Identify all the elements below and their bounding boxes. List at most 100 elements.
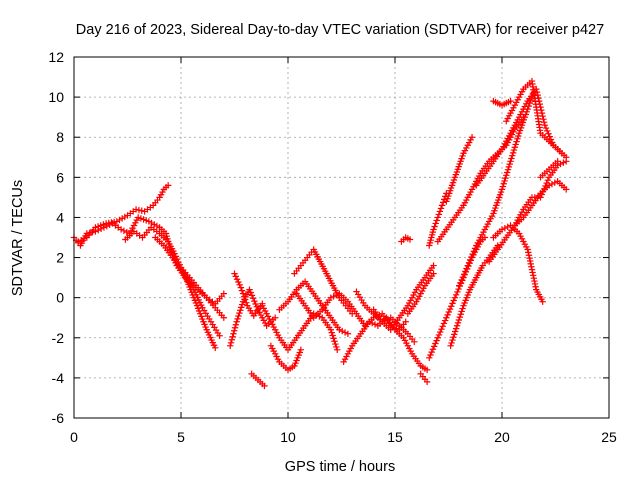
data-point-interp [441, 317, 449, 324]
x-tick-label: 15 [387, 429, 403, 445]
series-1 [75, 182, 172, 245]
data-point-interp [234, 315, 241, 323]
series-12 [293, 290, 409, 333]
data-point-interp [456, 313, 464, 321]
data-point-interp [228, 336, 236, 343]
series-9 [267, 342, 305, 374]
data-point-interp [235, 278, 242, 286]
data-point-interp [440, 320, 448, 327]
data-point-interp [444, 311, 451, 319]
data-point-interp [235, 312, 242, 320]
data-point-interp [251, 297, 258, 305]
data-point-interp [548, 139, 556, 146]
data-point-interp [452, 291, 460, 299]
data-point-interp [462, 268, 469, 275]
data-point-interp [445, 308, 453, 316]
data-point [344, 330, 352, 337]
data-point-interp [331, 338, 338, 345]
series-7 [248, 370, 268, 390]
data-point-interp [463, 265, 470, 272]
data-point-interp [433, 217, 440, 224]
data-point [447, 342, 454, 349]
data-point-interp [371, 321, 379, 328]
data-point-interp [529, 269, 536, 276]
y-tick-label: -6 [52, 410, 65, 426]
data-point-interp [450, 334, 457, 341]
data-point [423, 378, 431, 386]
data-point-interp [457, 311, 464, 318]
data-point-interp [332, 340, 339, 348]
data-point [423, 366, 431, 374]
data-point-interp [499, 183, 507, 190]
y-tick-label: 2 [56, 250, 64, 266]
data-point-interp [548, 180, 556, 188]
data-point [443, 314, 450, 321]
data-point-interp [525, 249, 532, 256]
data-point-interp [446, 305, 454, 313]
data-point [554, 158, 561, 165]
data-point [164, 182, 172, 189]
data-point-interp [506, 160, 513, 168]
y-tick-label: 6 [56, 169, 64, 185]
data-point [563, 186, 570, 193]
data-point-interp [452, 325, 460, 332]
data-point-interp [438, 325, 445, 333]
x-tick-label: 10 [280, 429, 296, 445]
data-point-interp [120, 227, 128, 235]
series-31 [537, 158, 561, 181]
data-point-interp [513, 138, 520, 145]
series-10 [276, 278, 352, 337]
data-point-interp [450, 297, 457, 304]
data-point-interp [544, 127, 551, 135]
data-point-interp [458, 276, 465, 284]
x-tick-label: 5 [177, 429, 185, 445]
data-point [507, 97, 514, 105]
data-point-interp [429, 346, 437, 353]
data-point [451, 294, 459, 301]
data-point-interp [540, 118, 548, 126]
data-point-interp [526, 254, 533, 262]
data-point [237, 284, 245, 291]
data-point-interp [230, 330, 237, 337]
data-point-interp [247, 289, 254, 296]
data-point-interp [503, 169, 511, 176]
x-tick-label: 20 [494, 429, 510, 445]
data-point-interp [510, 146, 518, 154]
plot-frame [73, 56, 610, 419]
data-point [212, 344, 219, 352]
data-point-interp [433, 337, 440, 344]
data-point [533, 85, 540, 93]
data-point-interp [532, 283, 539, 290]
data-point-interp [252, 300, 259, 308]
data-point-interp [551, 179, 558, 186]
data-point-interp [77, 236, 85, 244]
data-point [434, 214, 441, 221]
data-point-interp [529, 272, 537, 279]
data-point-interp [123, 228, 130, 236]
series-22 [443, 134, 476, 205]
chart-title: Day 216 of 2023, Sidereal Day-to-day VTE… [76, 22, 604, 38]
data-point-interp [526, 257, 534, 265]
data-point-interp [504, 223, 511, 231]
data-point-interp [248, 292, 256, 299]
data-point [75, 238, 82, 245]
data-point-interp [339, 327, 346, 335]
data-point [327, 326, 334, 333]
data-point-interp [451, 331, 458, 338]
data-point-interp [229, 333, 236, 340]
data-point-interp [511, 144, 519, 151]
data-point-interp [428, 348, 435, 356]
series-2 [122, 224, 219, 352]
data-point-interp [514, 135, 521, 143]
data-point-interp [458, 308, 465, 315]
data-point [132, 206, 140, 213]
data-point-interp [439, 199, 447, 206]
data-point-interp [500, 180, 507, 187]
data-point [464, 262, 471, 269]
y-tick-label: -4 [52, 370, 65, 386]
data-point-interp [232, 273, 239, 280]
data-point-interp [457, 279, 464, 286]
data-point-interp [501, 224, 509, 232]
data-point-interp [237, 307, 244, 314]
